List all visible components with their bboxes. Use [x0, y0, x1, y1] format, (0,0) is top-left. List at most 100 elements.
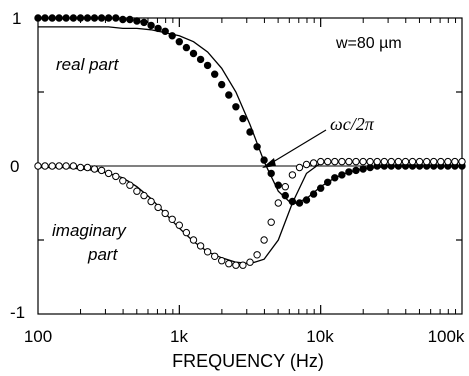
- real-part-point: [48, 14, 56, 22]
- x-axis-title: FREQUENCY (Hz): [172, 351, 324, 371]
- imaginary-part-point: [126, 181, 134, 189]
- imaginary-part-point: [352, 157, 360, 166]
- imaginary-part-point: [380, 157, 388, 166]
- real-part-point: [76, 14, 85, 22]
- imaginary-part-point: [104, 169, 113, 178]
- imaginary-part-point: [408, 157, 417, 166]
- imaginary-part-point: [324, 157, 332, 166]
- imaginary-part-point: [97, 166, 106, 175]
- real-part-point: [274, 181, 282, 189]
- real-part-point: [161, 27, 169, 35]
- imaginary-part-point: [168, 215, 176, 224]
- imaginary-part-label-line1: imaginary: [52, 221, 127, 240]
- real-part-point: [154, 24, 162, 33]
- imaginary-part-point: [345, 157, 353, 166]
- real-part-point: [359, 165, 367, 173]
- imaginary-part-point: [232, 261, 240, 269]
- real-part-point: [112, 14, 120, 22]
- imaginary-part-point: [225, 260, 233, 268]
- imaginary-part-point: [309, 159, 318, 167]
- imaginary-part-point: [76, 163, 85, 172]
- omega-c-annotation: ωc/2π: [330, 114, 375, 134]
- real-part-label: real part: [56, 55, 120, 74]
- imaginary-part-point: [196, 242, 205, 250]
- imaginary-part-point: [444, 157, 452, 166]
- real-part-point: [119, 15, 127, 24]
- imaginary-part-point: [62, 162, 70, 170]
- imaginary-part-point: [331, 157, 339, 166]
- imaginary-part-point: [218, 257, 226, 265]
- real-part-point: [83, 14, 92, 22]
- real-part-point: [309, 190, 318, 198]
- imaginary-part-point: [211, 252, 219, 260]
- real-part-point: [90, 14, 99, 22]
- imaginary-part-point: [451, 157, 459, 166]
- imaginary-part-label-line2: part: [87, 245, 119, 264]
- width-annotation: w=80 µm: [335, 35, 402, 52]
- real-part-point: [196, 55, 205, 64]
- imaginary-part-point: [387, 157, 395, 166]
- imaginary-part-point: [288, 171, 297, 179]
- imaginary-part-point: [119, 177, 127, 185]
- imaginary-part-point: [140, 191, 148, 200]
- real-part-point: [260, 156, 268, 164]
- imaginary-part-point: [112, 172, 120, 181]
- real-part-point: [97, 14, 106, 22]
- real-part-point: [55, 14, 63, 22]
- imaginary-part-point: [48, 162, 56, 170]
- imaginary-part-point: [437, 157, 445, 166]
- imaginary-part-point: [55, 162, 63, 170]
- real-part-point: [211, 70, 219, 78]
- imaginary-part-point: [69, 162, 78, 170]
- imaginary-part-point: [359, 157, 367, 166]
- x-tick-label-100: 100: [24, 327, 52, 346]
- imaginary-part-point: [154, 203, 162, 212]
- imaginary-part-point: [394, 157, 403, 166]
- imaginary-part-point: [90, 165, 99, 173]
- omega-c-arrow-line: [267, 129, 327, 166]
- y-tick-label-minus-1: -1: [10, 303, 25, 322]
- imaginary-part-point: [281, 183, 289, 191]
- imaginary-part-point: [246, 258, 254, 266]
- real-part-point: [232, 103, 240, 111]
- real-part-point: [140, 18, 148, 27]
- y-tick-label-1: 1: [12, 9, 21, 28]
- imaginary-part-point: [302, 160, 311, 169]
- real-part-point: [189, 49, 198, 58]
- x-tick-label-10k: 10k: [306, 327, 334, 346]
- x-tick-label-100k: 100k: [428, 327, 465, 346]
- imaginary-part-point: [203, 248, 212, 256]
- real-part-point: [133, 17, 141, 25]
- imaginary-part-point: [423, 157, 431, 166]
- real-part-point: [281, 191, 289, 200]
- real-part-point: [253, 143, 261, 151]
- omega-c-arrow-head: [262, 158, 276, 168]
- imaginary-part-point: [401, 157, 410, 166]
- real-part-point: [218, 80, 226, 89]
- real-part-point: [317, 184, 325, 192]
- imaginary-part-point: [83, 163, 92, 172]
- imaginary-part-point: [41, 162, 49, 170]
- real-part-point: [338, 171, 346, 179]
- real-part-point: [69, 14, 78, 22]
- real-part-point: [267, 169, 275, 178]
- imaginary-part-point: [260, 236, 268, 244]
- imaginary-part-point: [274, 199, 282, 207]
- fit-curve-2: [38, 26, 462, 206]
- imaginary-part-point: [34, 162, 42, 170]
- real-part-point: [239, 114, 247, 123]
- imaginary-part-point: [267, 218, 275, 226]
- imaginary-part-point: [317, 157, 325, 166]
- imaginary-part-point: [182, 228, 191, 237]
- real-part-point: [302, 196, 311, 204]
- real-part-point: [225, 91, 233, 99]
- real-part-point: [345, 168, 353, 176]
- real-part-point: [288, 197, 297, 206]
- imaginary-part-point: [147, 197, 155, 206]
- real-part-point: [126, 15, 134, 24]
- real-part-point: [104, 14, 113, 22]
- real-part-point: [182, 43, 191, 52]
- x-tick-label-1k: 1k: [170, 327, 188, 346]
- imaginary-part-point: [295, 163, 304, 172]
- real-part-point: [352, 166, 360, 175]
